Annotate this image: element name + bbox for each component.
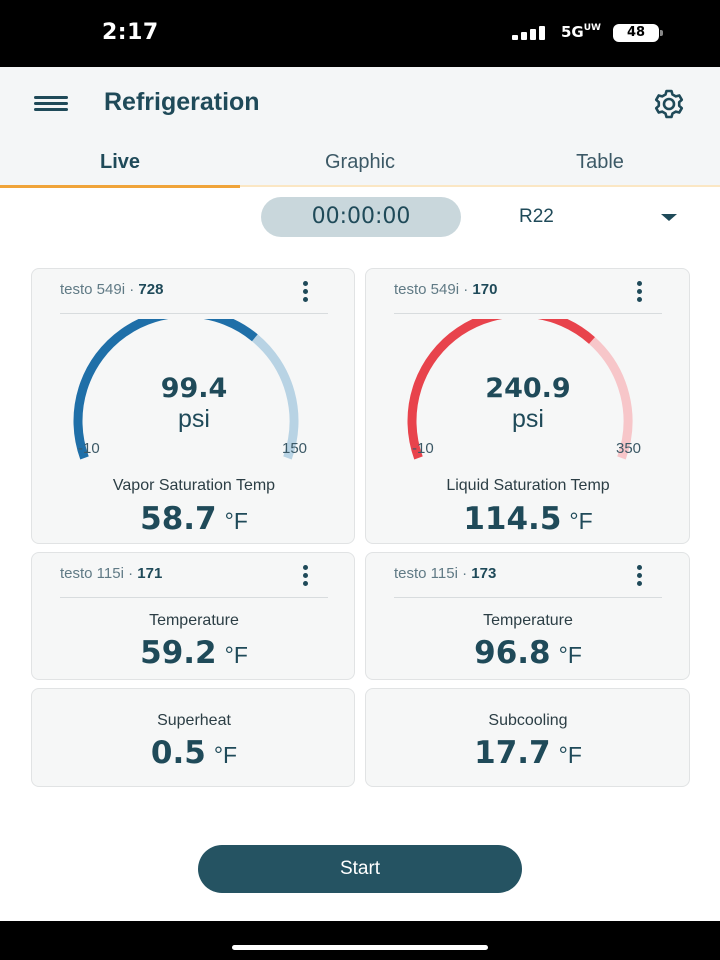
network-indicator: 5GUW — [561, 23, 601, 41]
app-header — [0, 67, 720, 187]
card-divider — [394, 597, 662, 598]
gauge-max: 150 — [282, 440, 308, 457]
reading-value: 114.5 °F — [366, 501, 690, 537]
reading-label: Vapor Saturation Temp — [112, 477, 276, 494]
reading-number: 58.7 — [140, 501, 217, 537]
tab-divider — [0, 185, 720, 187]
reading-unit: °F — [558, 742, 582, 768]
temperature-card-173: testo 115i · 173 Temperature 96.8 °F — [365, 552, 690, 680]
reading-value: 59.2 °F — [32, 635, 356, 671]
gauge-unit: psi — [512, 405, 544, 433]
more-options-icon[interactable] — [633, 565, 645, 587]
device-name: testo 115i — [394, 565, 458, 582]
device-name: testo 549i — [394, 281, 460, 298]
more-options-icon[interactable] — [633, 281, 645, 303]
card-divider — [394, 313, 662, 314]
reading-number: 114.5 — [463, 501, 562, 537]
tab-live[interactable]: Live — [99, 151, 141, 173]
gauge-card-liquid: testo 549i · 170 240.9 psi -10 350 Liqui… — [365, 268, 690, 544]
tab-graphic[interactable]: Graphic — [324, 151, 396, 173]
gauge-min: -10 — [412, 440, 434, 457]
gauge-track — [251, 334, 299, 460]
reading-label: Subcooling — [488, 712, 568, 729]
reading-value: 17.7 °F — [366, 735, 690, 771]
device-serial: 728 — [138, 281, 164, 298]
signal-icon — [512, 26, 550, 40]
battery-icon: 48 — [613, 24, 659, 42]
device-header: testo 115i · 171 — [60, 565, 163, 582]
gauge-fill — [73, 319, 258, 460]
gear-icon[interactable] — [650, 88, 688, 120]
reading-unit: °F — [213, 742, 238, 768]
reading-label: Superheat — [157, 712, 231, 729]
status-time: 2:17 — [102, 20, 159, 45]
gauge-track — [588, 337, 633, 460]
reading-number: 0.5 — [150, 735, 206, 771]
reading-label: Liquid Saturation Temp — [446, 477, 610, 494]
reading-value: 0.5 °F — [32, 735, 356, 771]
device-serial: 170 — [472, 281, 498, 298]
reading-number: 96.8 — [474, 635, 551, 671]
reading-unit: °F — [569, 508, 593, 534]
menu-icon[interactable] — [34, 96, 70, 112]
device-serial: 173 — [471, 565, 497, 582]
superheat-card: Superheat 0.5 °F — [31, 688, 355, 787]
start-button[interactable]: Start — [198, 845, 522, 893]
device-name: testo 115i — [60, 565, 124, 582]
reading-unit: °F — [224, 508, 248, 534]
system-nav-bar — [0, 921, 720, 960]
dropdown-arrow-icon[interactable] — [661, 214, 677, 221]
reading-label: Temperature — [483, 612, 573, 629]
reading-value: 58.7 °F — [32, 501, 356, 537]
gauge-min: -10 — [78, 440, 100, 457]
reading-value: 96.8 °F — [366, 635, 690, 671]
pressure-gauge — [407, 319, 633, 460]
reading-unit: °F — [224, 642, 248, 668]
network-label: 5G — [561, 23, 584, 41]
reading-number: 17.7 — [474, 735, 551, 771]
gauge-card-vapor: testo 549i · 728 99.4 psi -10 150 Vapor … — [31, 268, 355, 544]
gauge-unit: psi — [178, 405, 210, 433]
gauge-value: 240.9 — [485, 373, 571, 404]
more-options-icon[interactable] — [299, 281, 311, 303]
device-header: testo 115i · 173 — [394, 565, 497, 582]
gauge-fill — [407, 319, 595, 460]
gauge-value: 99.4 — [160, 373, 228, 404]
refrigerant-select[interactable]: R22 — [519, 206, 554, 227]
device-name: testo 549i — [60, 281, 126, 298]
more-options-icon[interactable] — [299, 565, 311, 587]
device-header: testo 549i · 728 — [60, 281, 164, 298]
reading-label: Temperature — [149, 612, 239, 629]
subcooling-card: Subcooling 17.7 °F — [365, 688, 690, 787]
page-title: Refrigeration — [104, 88, 260, 116]
reading-unit: °F — [558, 642, 582, 668]
home-indicator[interactable] — [232, 945, 488, 950]
card-divider — [60, 597, 328, 598]
device-header: testo 549i · 170 — [394, 281, 498, 298]
battery-tip — [660, 30, 663, 36]
reading-number: 59.2 — [140, 635, 217, 671]
tab-active-indicator — [0, 185, 240, 188]
gauge-max: 350 — [616, 440, 642, 457]
battery-level: 48 — [626, 25, 646, 40]
network-sup: UW — [583, 23, 601, 33]
card-divider — [60, 313, 328, 314]
status-bar: 2:17 5GUW 48 — [0, 0, 720, 67]
device-serial: 171 — [137, 565, 163, 582]
pressure-gauge — [73, 319, 299, 460]
tab-table[interactable]: Table — [576, 151, 624, 173]
timer-display: 00:00:00 — [261, 197, 461, 237]
temperature-card-171: testo 115i · 171 Temperature 59.2 °F — [31, 552, 355, 680]
